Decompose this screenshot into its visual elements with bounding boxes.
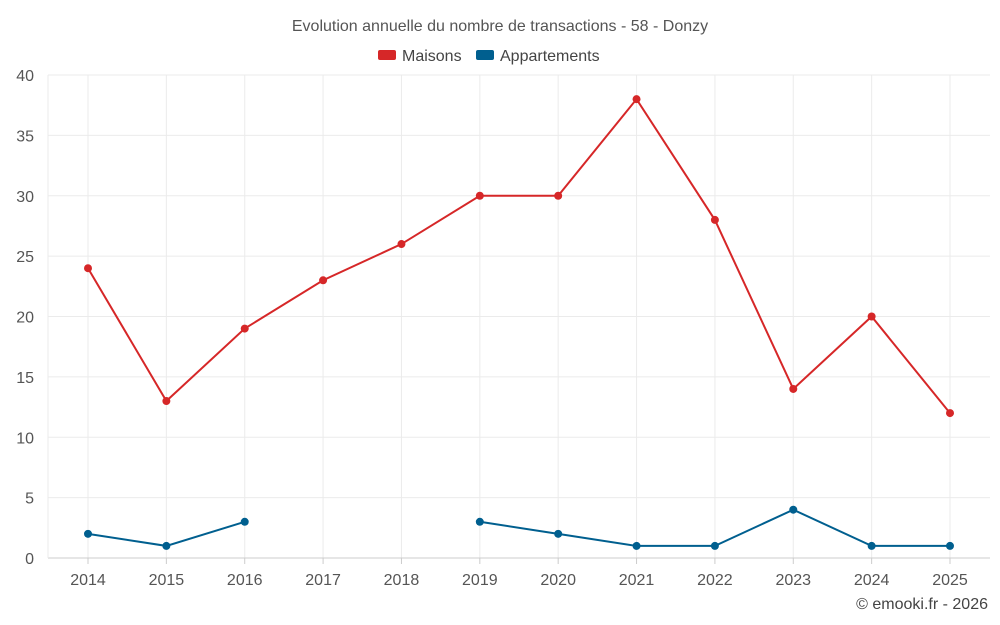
data-point-maisons[interactable]	[946, 409, 954, 418]
data-point-appartements[interactable]	[84, 529, 92, 538]
y-tick-label: 40	[16, 68, 34, 85]
series-appartements	[84, 505, 954, 550]
x-tick-label: 2016	[227, 572, 263, 589]
data-point-appartements[interactable]	[240, 517, 249, 526]
data-point-maisons[interactable]	[162, 397, 171, 406]
y-tick-label: 5	[25, 491, 34, 508]
legend-item-appartements[interactable]: Appartements	[476, 48, 600, 65]
y-tick-label: 20	[16, 310, 34, 327]
y-tick-label: 0	[25, 551, 34, 568]
data-point-maisons[interactable]	[240, 324, 249, 333]
y-tick-label: 15	[16, 370, 34, 387]
data-point-maisons[interactable]	[789, 384, 798, 393]
data-point-appartements[interactable]	[710, 541, 719, 550]
x-tick-label: 2020	[540, 572, 576, 589]
data-point-maisons[interactable]	[84, 264, 92, 273]
legend-label: Appartements	[500, 48, 600, 65]
x-tick-label: 2019	[462, 572, 498, 589]
data-point-maisons[interactable]	[319, 276, 328, 285]
series-line-maisons	[87, 97, 951, 414]
data-point-appartements[interactable]	[632, 541, 641, 550]
y-tick-label: 30	[16, 189, 34, 206]
data-point-appartements[interactable]	[554, 529, 563, 538]
data-point-appartements[interactable]	[867, 541, 876, 550]
data-point-appartements[interactable]	[162, 541, 171, 550]
grid	[48, 74, 990, 558]
data-point-maisons[interactable]	[475, 191, 484, 200]
y-tick-label: 35	[16, 128, 34, 145]
y-tick-label: 25	[16, 249, 34, 266]
x-tick-label: 2025	[932, 572, 968, 589]
legend-swatch	[378, 50, 396, 60]
data-point-maisons[interactable]	[867, 312, 876, 321]
x-tick-label: 2017	[305, 572, 341, 589]
data-point-appartements[interactable]	[789, 505, 798, 514]
legend: Maisons Appartements	[378, 48, 600, 65]
legend-label: Maisons	[402, 48, 462, 65]
data-point-maisons[interactable]	[710, 215, 719, 224]
series-layer	[84, 95, 954, 550]
x-tick-label: 2024	[854, 572, 890, 589]
data-point-maisons[interactable]	[554, 191, 563, 200]
credit-text: © emooki.fr - 2026	[856, 596, 988, 613]
x-tick-label: 2018	[384, 572, 420, 589]
data-point-maisons[interactable]	[397, 240, 406, 249]
chart-title: Evolution annuelle du nombre de transact…	[292, 18, 708, 35]
legend-swatch	[476, 50, 494, 60]
data-point-appartements[interactable]	[946, 541, 954, 550]
x-tick-label: 2022	[697, 572, 733, 589]
legend-item-maisons[interactable]: Maisons	[378, 48, 462, 65]
data-point-maisons[interactable]	[632, 95, 641, 104]
series-maisons	[84, 95, 954, 418]
x-tick-label: 2023	[775, 572, 811, 589]
data-point-appartements[interactable]	[475, 517, 484, 526]
x-tick-label: 2014	[70, 572, 106, 589]
y-tick-label: 10	[16, 430, 34, 447]
x-tick-label: 2015	[149, 572, 185, 589]
x-tick-label: 2021	[619, 572, 655, 589]
